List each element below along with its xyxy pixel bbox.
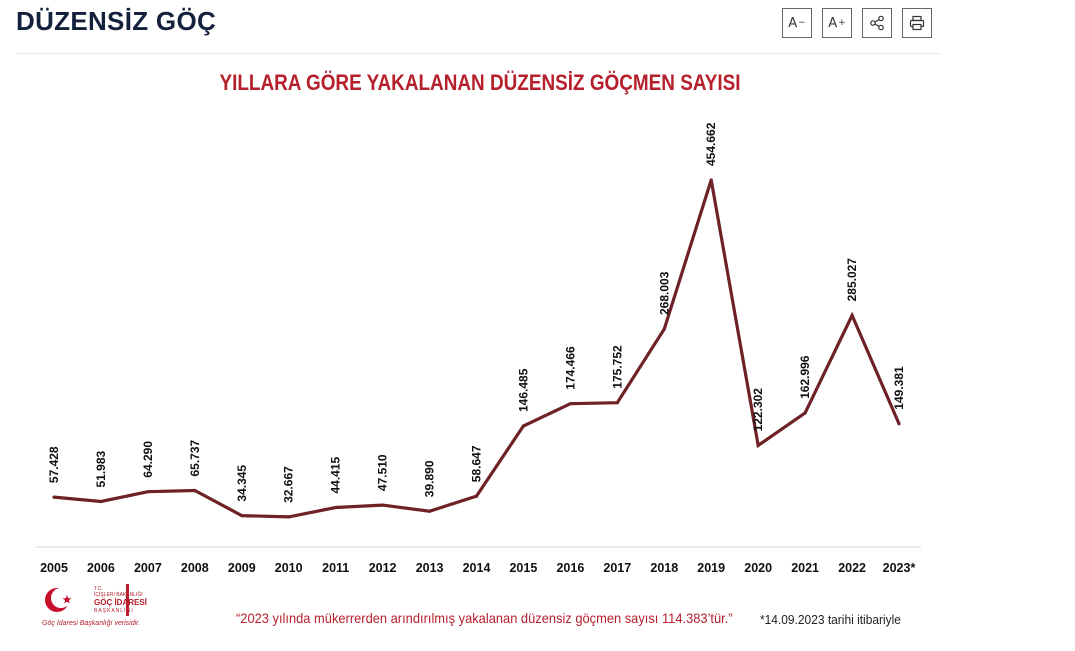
x-tick-label: 2009 <box>228 561 256 575</box>
logo-name: GÖÇ İDARESİ <box>94 598 147 607</box>
logo-divider <box>126 584 129 616</box>
share-button[interactable] <box>862 8 892 38</box>
x-tick-label: 2006 <box>87 561 115 575</box>
data-point <box>568 402 573 406</box>
x-tick-label: 2019 <box>697 561 725 575</box>
data-label: 65.737 <box>188 439 202 476</box>
data-point <box>521 424 526 428</box>
x-tick-label: 2023* <box>883 561 916 575</box>
data-label: 285.027 <box>845 258 859 302</box>
logo-credit: Göç İdaresi Başkanlığı verisidir. <box>42 620 141 627</box>
data-label: 44.415 <box>329 456 343 493</box>
data-label: 57.428 <box>47 446 61 483</box>
data-point <box>897 422 901 426</box>
data-label: 34.345 <box>235 465 249 502</box>
data-point <box>99 499 103 504</box>
chart-title: YILLARA GÖRE YAKALANAN DÜZENSİZ GÖÇMEN S… <box>219 70 741 95</box>
logo-name-sub: BAŞKANLIĞI <box>94 608 134 614</box>
data-point <box>803 411 807 415</box>
x-tick-label: 2021 <box>791 561 819 575</box>
line-chart: 57.428 2005 51.983 2006 64.290 2007 65.737 2008… <box>36 122 921 575</box>
data-label: 39.890 <box>423 460 437 497</box>
share-icon <box>870 15 884 31</box>
page-header: DÜZENSİZ GÖÇ A − A + <box>16 0 941 54</box>
data-point <box>850 313 854 317</box>
font-increase-letter: A <box>828 15 838 31</box>
data-point <box>287 515 291 519</box>
x-tick-label: 2007 <box>134 561 162 575</box>
data-label: 122.302 <box>751 388 765 432</box>
page-tools: A − A + <box>782 8 932 38</box>
data-point <box>240 514 244 518</box>
logo-ministry-text: T.C. İÇİŞLERİ BAKANLIĞI <box>94 586 143 598</box>
logo-tc: T.C. <box>94 586 103 592</box>
data-label: 162.996 <box>798 355 812 399</box>
data-label: 268.003 <box>657 271 671 315</box>
data-label: 454.662 <box>704 122 718 166</box>
x-tick-label: 2012 <box>369 561 397 575</box>
data-label: 47.510 <box>376 454 390 491</box>
x-tick-label: 2020 <box>744 561 772 575</box>
x-tick-label: 2016 <box>556 561 584 575</box>
data-label: 146.485 <box>516 368 530 412</box>
data-label: 51.983 <box>94 450 108 487</box>
x-tick-label: 2013 <box>416 561 444 575</box>
data-point <box>615 401 619 405</box>
x-tick-label: 2010 <box>275 561 303 575</box>
font-decrease-sign: − <box>798 18 806 28</box>
data-point <box>709 178 713 182</box>
goc-idaresi-logo: T.C. İÇİŞLERİ BAKANLIĞI GÖÇ İDARESİ BAŞK… <box>42 584 147 634</box>
data-label: 64.290 <box>141 441 155 478</box>
x-tick-label: 2018 <box>650 561 678 575</box>
print-icon <box>909 15 925 31</box>
font-decrease-button[interactable]: A − <box>782 8 812 38</box>
data-point <box>381 503 385 507</box>
data-label: 58.647 <box>470 445 484 482</box>
crescent-star-logo-icon <box>45 588 72 612</box>
data-label: 174.466 <box>563 346 577 390</box>
data-point <box>474 494 479 498</box>
x-tick-label: 2014 <box>463 561 491 575</box>
data-point <box>756 443 760 447</box>
footnote-date: *14.09.2023 tarihi itibariyle <box>760 612 901 627</box>
data-label: 32.667 <box>282 466 296 503</box>
data-point <box>662 327 666 331</box>
font-increase-button[interactable]: A + <box>822 8 852 38</box>
x-tick-label: 2017 <box>603 561 631 575</box>
data-label: 149.381 <box>892 366 906 410</box>
font-decrease-letter: A <box>788 15 798 31</box>
chart-area: YILLARA GÖRE YAKALANAN DÜZENSİZ GÖÇMEN S… <box>0 54 1075 651</box>
data-point <box>52 495 56 499</box>
page-title: DÜZENSİZ GÖÇ <box>16 6 217 36</box>
footnote-deduplicated: “2023 yılında mükerrerden arındırılmış y… <box>236 610 733 626</box>
data-label: 175.752 <box>610 345 624 389</box>
x-tick-label: 2022 <box>838 561 866 575</box>
data-point <box>334 505 338 510</box>
data-point <box>193 488 197 493</box>
x-tick-label: 2011 <box>322 561 349 575</box>
x-tick-label: 2005 <box>40 561 68 575</box>
print-button[interactable] <box>902 8 932 38</box>
x-tick-label: 2015 <box>509 561 537 575</box>
font-increase-sign: + <box>838 18 846 28</box>
x-tick-label: 2008 <box>181 561 209 575</box>
logo-ministry: İÇİŞLERİ BAKANLIĞI <box>94 592 143 598</box>
data-point <box>428 509 432 513</box>
data-point <box>146 490 150 494</box>
